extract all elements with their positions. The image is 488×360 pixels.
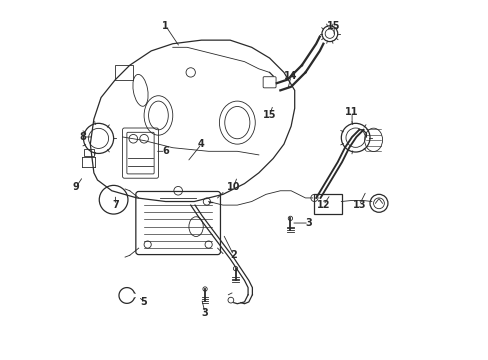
Text: 5: 5 [141, 297, 147, 307]
Text: 11: 11 [345, 107, 358, 117]
Text: 14: 14 [284, 71, 297, 81]
Text: 3: 3 [305, 218, 312, 228]
Text: 4: 4 [198, 139, 204, 149]
Text: 1: 1 [162, 21, 169, 31]
Text: 15: 15 [263, 111, 276, 121]
Text: 10: 10 [226, 182, 240, 192]
Text: 3: 3 [201, 308, 208, 318]
Text: 2: 2 [230, 250, 237, 260]
Text: 15: 15 [327, 21, 340, 31]
Text: 8: 8 [80, 132, 86, 142]
Text: 12: 12 [316, 200, 329, 210]
Text: 7: 7 [112, 200, 119, 210]
Text: 6: 6 [162, 146, 169, 156]
Text: 13: 13 [352, 200, 365, 210]
Text: 9: 9 [72, 182, 79, 192]
